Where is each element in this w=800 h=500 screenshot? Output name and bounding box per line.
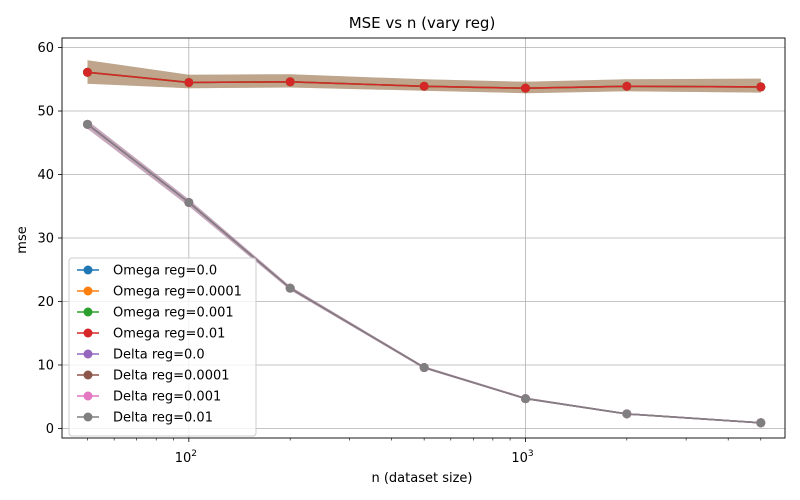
- y-tick-label: 30: [37, 232, 54, 247]
- data-point: [82, 119, 92, 129]
- uncertainty-bands: [87, 60, 761, 424]
- legend-label: Delta reg=0.0001: [113, 369, 230, 384]
- legend-label: Delta reg=0.0: [113, 348, 205, 363]
- data-point: [285, 283, 295, 293]
- legend-label: Delta reg=0.001: [113, 390, 221, 405]
- x-tick-exponent: 2: [191, 449, 197, 459]
- y-axis-label: mse: [15, 226, 30, 253]
- x-axis-ticks: 102 103: [87, 438, 762, 466]
- y-tick-label: 20: [37, 295, 54, 310]
- x-tick-base: 10: [511, 451, 528, 466]
- y-tick-label: 10: [37, 358, 54, 373]
- legend-marker: [83, 307, 93, 317]
- data-point: [184, 77, 194, 87]
- series-markers: [82, 67, 766, 428]
- data-point: [82, 67, 92, 77]
- legend-label: Omega reg=0.01: [113, 327, 225, 342]
- data-point: [622, 81, 632, 91]
- data-point: [285, 77, 295, 87]
- legend-marker: [83, 349, 93, 359]
- x-tick-label: 102: [175, 449, 197, 466]
- data-point: [622, 409, 632, 419]
- chart-title: MSE vs n (vary reg): [349, 14, 496, 32]
- series-band: [87, 60, 761, 94]
- data-point: [419, 363, 429, 373]
- data-point: [756, 418, 766, 428]
- legend-label: Delta reg=0.01: [113, 411, 213, 426]
- legend-marker: [83, 391, 93, 401]
- series-band: [87, 60, 761, 94]
- legend-marker: [83, 286, 93, 296]
- data-point: [756, 82, 766, 92]
- y-axis-ticks: 0 10 20 30 40 50 60: [37, 41, 62, 437]
- data-point: [520, 394, 530, 404]
- data-point: [184, 197, 194, 207]
- series-band: [87, 60, 761, 94]
- series-band: [87, 60, 761, 94]
- legend-marker: [83, 265, 93, 275]
- legend-label: Omega reg=0.001: [113, 306, 234, 321]
- x-tick-base: 10: [175, 451, 192, 466]
- legend-label: Omega reg=0.0: [113, 264, 217, 279]
- y-tick-label: 0: [46, 422, 54, 437]
- y-tick-label: 60: [37, 41, 54, 56]
- legend-marker: [83, 328, 93, 338]
- legend-marker: [83, 412, 93, 422]
- x-tick-exponent: 3: [528, 449, 534, 459]
- legend-marker: [83, 370, 93, 380]
- data-point: [520, 83, 530, 93]
- legend: Omega reg=0.0 Omega reg=0.0001 Omega reg=0…: [68, 257, 257, 437]
- legend-label: Omega reg=0.0001: [113, 285, 242, 300]
- x-axis-label: n (dataset size): [371, 471, 472, 486]
- y-tick-label: 40: [37, 168, 54, 183]
- data-point: [419, 81, 429, 91]
- x-tick-label: 103: [511, 449, 533, 466]
- y-tick-label: 50: [37, 105, 54, 120]
- legend-box: [68, 257, 257, 437]
